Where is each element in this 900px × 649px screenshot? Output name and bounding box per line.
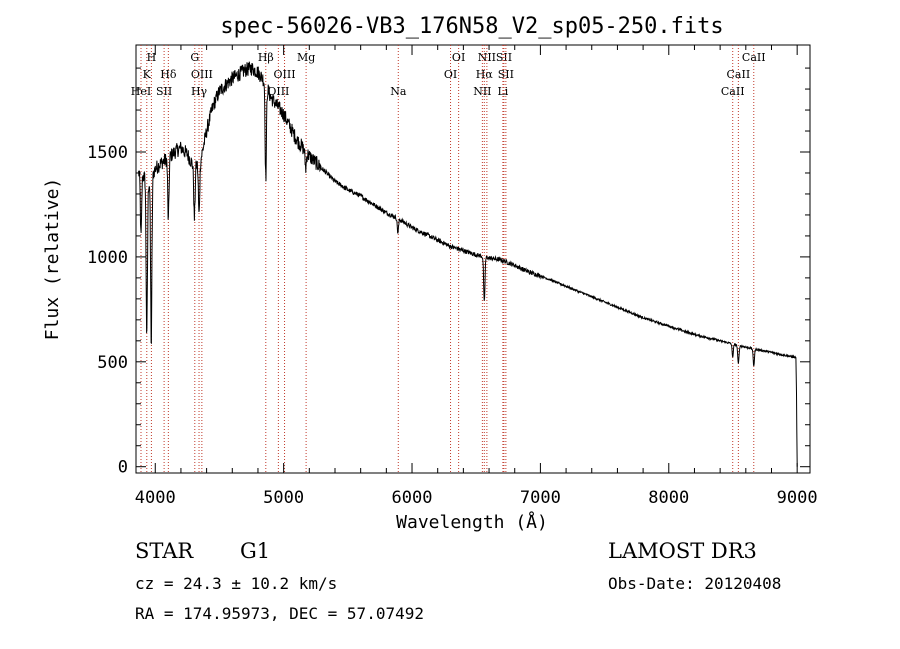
marker-label: NII: [478, 51, 496, 64]
marker-label: SII: [156, 85, 172, 98]
marker-label: Hδ: [160, 68, 177, 81]
marker-label: OI: [452, 51, 465, 64]
marker-label: Na: [390, 85, 407, 98]
x-tick-label: 5000: [263, 488, 304, 508]
y-axis-label: Flux (relative): [42, 178, 63, 341]
marker-label: SII: [498, 68, 514, 81]
marker-label: OI: [444, 68, 457, 81]
object-class: STAR: [135, 539, 194, 563]
spectrum-chart: spec-56026-VB3_176N58_V2_sp05-250.fits H…: [42, 14, 818, 533]
marker-label: Hγ: [191, 85, 208, 98]
survey-name: LAMOST DR3: [608, 539, 757, 563]
x-axis-label: Wavelength (Å): [396, 511, 548, 533]
x-tick-label: 8000: [648, 488, 689, 508]
marker-label: CaII: [742, 51, 766, 64]
y-tick-label: 0: [118, 458, 128, 478]
chart-title: spec-56026-VB3_176N58_V2_sp05-250.fits: [220, 14, 723, 39]
redshift-velocity: cz = 24.3 ± 10.2 km/s: [135, 574, 338, 593]
y-tick-label: 1500: [87, 143, 128, 163]
marker-label: K: [143, 68, 152, 81]
x-tick-label: 4000: [135, 488, 176, 508]
marker-label: CaII: [727, 68, 751, 81]
marker-label: H: [147, 51, 157, 64]
marker-label: Li: [497, 85, 508, 98]
object-subclass: G1: [240, 539, 271, 563]
plot-frame: [135, 44, 811, 474]
marker-label: NII: [473, 85, 491, 98]
axes: 4000 5000 6000 7000 8000 9000 0 500 1000 1500: [87, 45, 818, 508]
marker-label: Mg: [297, 51, 315, 64]
marker-label: OIII: [274, 68, 296, 81]
marker-label: Hα: [476, 68, 494, 81]
coordinates: RA = 174.95973, DEC = 57.07492: [135, 604, 424, 623]
marker-label: G: [190, 51, 199, 64]
marker-label: CaII: [721, 85, 745, 98]
y-tick-label: 500: [97, 353, 128, 373]
x-tick-label: 9000: [777, 488, 818, 508]
x-tick-label: 7000: [520, 488, 561, 508]
marker-label: Hβ: [258, 51, 274, 64]
marker-label: HeI: [131, 85, 151, 98]
y-tick-label: 1000: [87, 248, 128, 268]
x-tick-label: 6000: [392, 488, 433, 508]
marker-label: SII: [496, 51, 512, 64]
spectrum-line: [138, 61, 798, 467]
observation-date: Obs-Date: 20120408: [608, 574, 782, 593]
marker-label: OIII: [191, 68, 213, 81]
